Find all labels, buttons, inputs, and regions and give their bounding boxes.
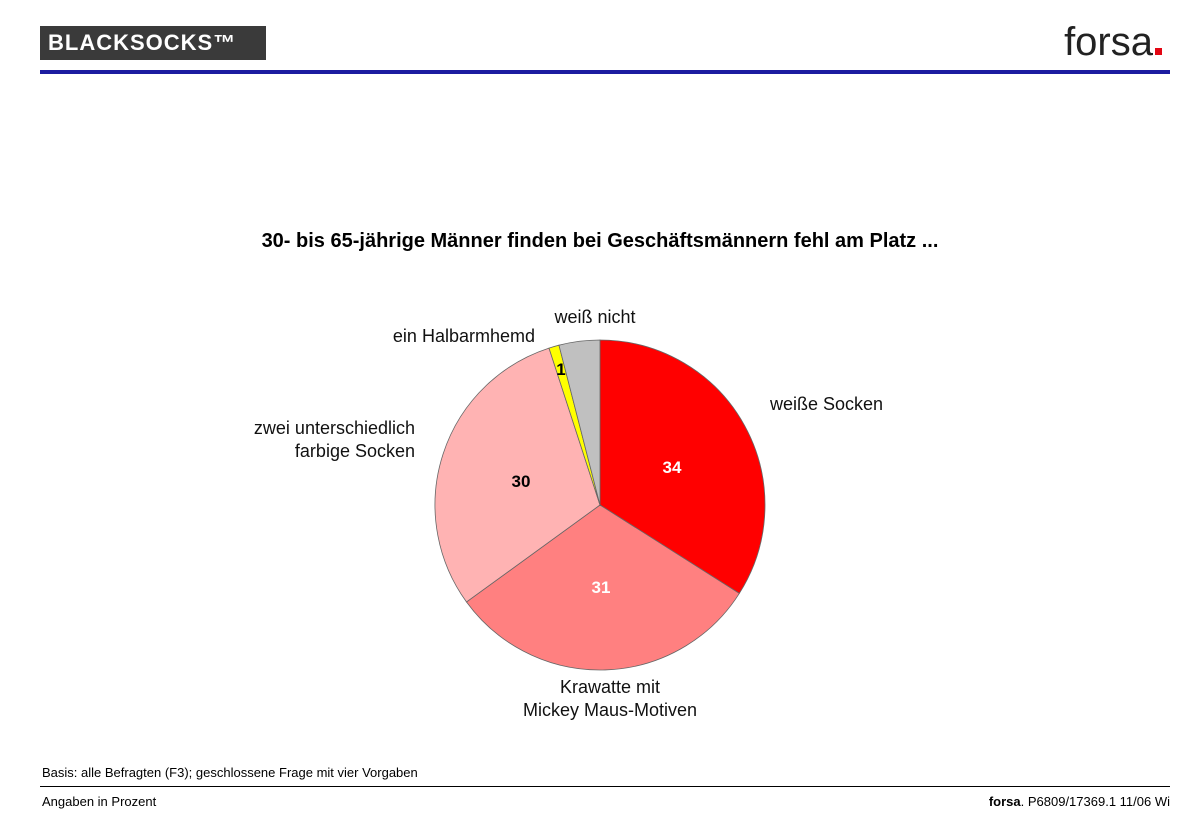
- slice-label: zwei unterschiedlich farbige Socken: [253, 418, 415, 461]
- value-label: 31: [591, 578, 611, 597]
- pie-slice: [599, 339, 766, 594]
- brand-dot: [1155, 48, 1162, 55]
- slice-label: ein Halbarmhemd: [392, 326, 535, 346]
- value-label: 30: [511, 472, 531, 491]
- logo: BLACKSOCKS™: [40, 26, 266, 60]
- footnote: Basis: alle Befragten (F3); geschlossene…: [42, 765, 418, 780]
- slice-label: weiß nicht: [554, 307, 636, 327]
- pie-slice: [465, 504, 740, 671]
- value-label: 34: [662, 458, 682, 477]
- slice-label: Krawatte mit Mickey Maus-Motiven: [522, 677, 698, 720]
- chart-title: 30- bis 65-jährige Männer finden bei Ges…: [261, 230, 939, 252]
- pie-slice: [558, 339, 601, 506]
- footer-reference: . P6809/17369.1 11/06 Wi: [1020, 794, 1170, 809]
- units: Angaben in Prozent: [42, 794, 157, 809]
- brand: forsa: [1064, 20, 1162, 65]
- header-rule: [40, 70, 1170, 74]
- slice-label: weiße Socken: [770, 394, 884, 414]
- footer-rule: [40, 786, 1170, 787]
- value-label: 1: [556, 360, 566, 379]
- brand-name: forsa: [1064, 20, 1153, 64]
- pie-slice: [434, 347, 601, 603]
- reference: forsa. P6809/17369.1 11/06 Wi: [989, 794, 1170, 809]
- footer-brand: forsa: [988, 794, 1021, 809]
